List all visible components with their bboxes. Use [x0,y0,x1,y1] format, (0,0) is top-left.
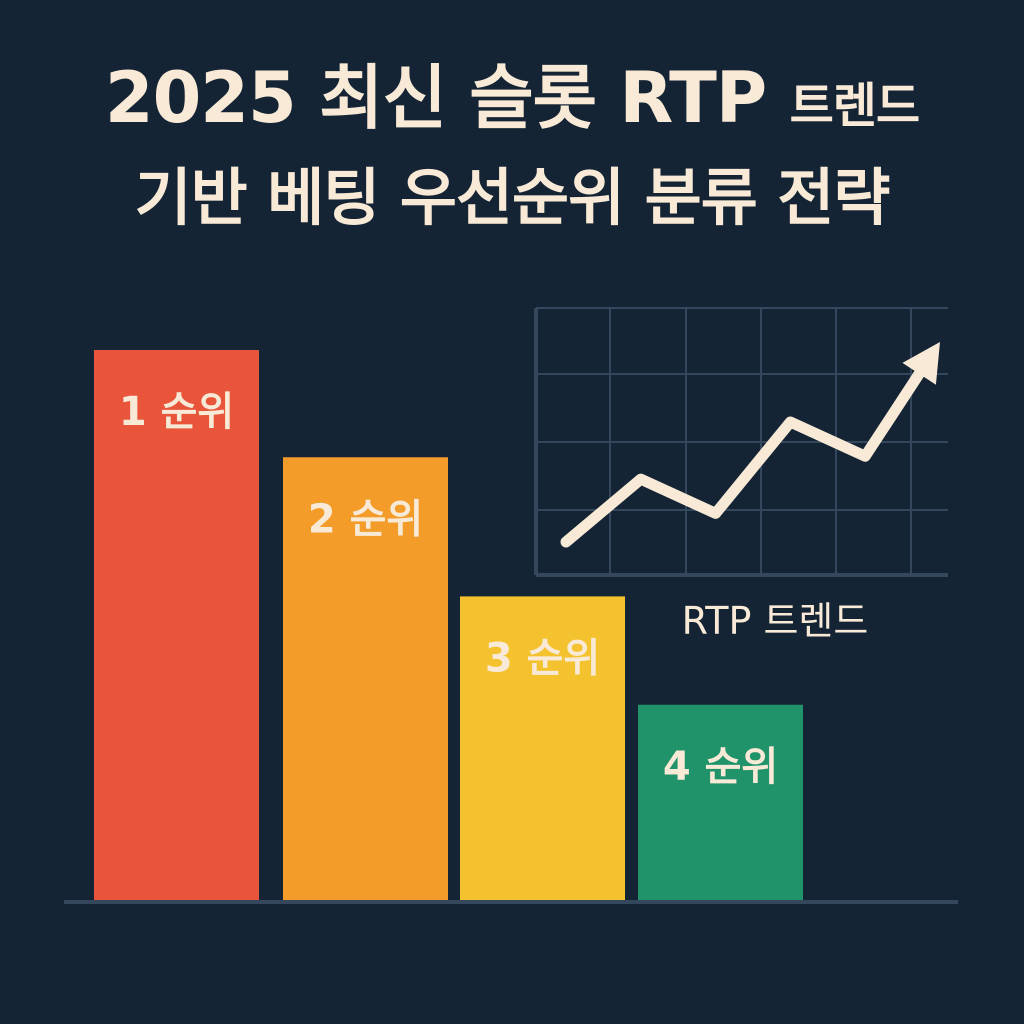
bar-4 [638,704,803,900]
bar-1 [94,350,259,900]
title-small-text: 트렌드 [789,78,920,134]
bar-label-1: 1 순위 [119,389,234,435]
bar-3 [460,596,625,900]
trend-arrowhead [902,342,940,385]
bar-chart: 1 순위 2 순위 3 순위 4 순위 [64,350,958,904]
trend-chart-title: RTP 트렌드 [682,599,869,643]
bar-label-3: 3 순위 [485,635,600,681]
page-title-line-2: 기반 베팅 우선순위 분류 전략 [134,161,891,234]
title-main-text: 2025 최신 슬롯 RTP [104,57,767,139]
trend-line [560,364,927,548]
page-title-line-1: 2025 최신 슬롯 RTP 트렌드 [0,48,1024,148]
trend-chart [534,307,948,577]
bar-label-2: 2 순위 [308,496,423,542]
bar-2 [283,457,448,900]
bar-label-4: 4 순위 [663,744,778,790]
